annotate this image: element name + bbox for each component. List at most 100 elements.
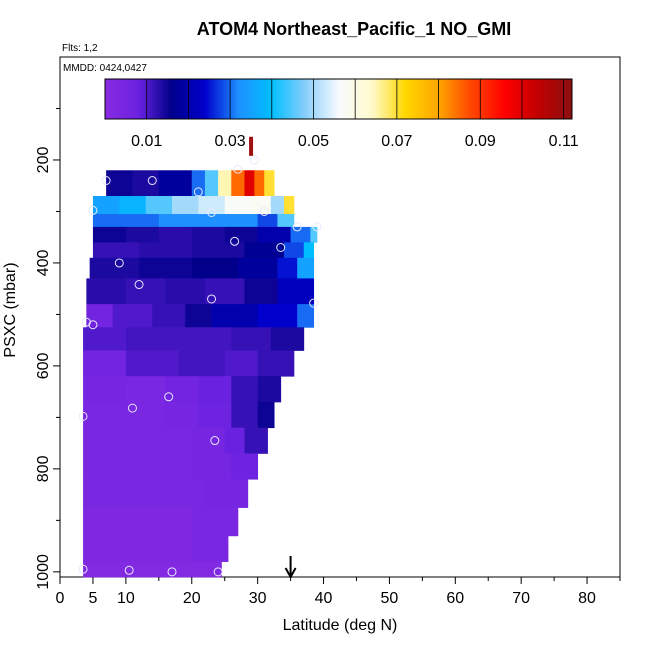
colorbar-strip [366,79,370,119]
colorbar-strip [200,79,204,119]
sample-point [276,243,286,252]
x-tick-label: 0 [56,590,65,607]
sample-point [114,258,124,268]
colorbar-strip [424,79,428,119]
colorbar-strip [408,79,412,119]
colorbar-strip [466,79,470,119]
colorbar-strip [126,79,129,119]
colorbar-strip [256,79,260,119]
colorbar-strip [242,79,246,119]
colorbar-strip [371,79,375,119]
sample-point [88,320,98,330]
x-tick-label: 80 [578,590,596,607]
heatmap-cell [106,170,133,197]
colorbar-strip [452,79,456,119]
heatmap-cell [165,278,206,305]
sample-points [78,155,322,577]
heatmap-cell [264,170,275,197]
colorbar-strip [114,79,118,119]
colorbar-strip [368,79,372,119]
sample-point [233,164,243,174]
heatmap-cell [303,242,315,259]
heatmap-cell [270,196,285,215]
colorbar-strip [448,79,452,119]
colorbar-strip [268,79,272,119]
colorbar-strip [219,79,223,119]
colorbar-strip [191,79,195,119]
colorbar-strip [562,79,566,119]
heatmap-cell [244,278,278,305]
colorbar-strip [130,79,134,119]
sample-point [193,187,203,197]
heatmap-cell [158,226,193,243]
heatmap-cell [83,479,153,508]
sample-point [207,207,217,217]
colorbar-strip [303,79,307,119]
colorbar-strip [443,79,447,119]
colorbar-strip [109,79,113,119]
colorbar-strip [441,79,445,119]
colorbar-tick-label: 0.03 [215,133,246,150]
heatmap-cell [125,376,166,403]
colorbar-strip [487,79,491,119]
heatmap-cell [191,507,239,537]
colorbar-strip [560,79,564,119]
chart-title: ATOM4 Northeast_Pacific_1 NO_GMI [197,19,511,39]
heatmap-cell [231,170,245,197]
colorbar-strip [333,79,337,119]
sample-point [210,436,220,446]
sample-point [78,411,88,421]
colorbar-strip [123,79,127,119]
heatmap-cell [198,376,232,403]
heatmap-cell [297,257,315,279]
colorbar-strip [287,79,290,119]
colorbar-strip [357,79,361,119]
heatmap-cell [224,427,245,454]
colorbar-strip [247,79,251,119]
heatmap-cell [92,226,127,243]
colorbar-strip [210,79,213,119]
colorbar-strip [392,79,396,119]
colorbar-strip [315,79,318,119]
colorbar-strip [480,79,484,119]
colorbar-strip [438,79,442,119]
heatmap-cell [257,401,275,429]
colorbar-tick-label: 0.05 [298,133,329,150]
colorbar-strip [165,79,169,119]
colorbar-strip [350,79,354,119]
sample-point [124,565,134,575]
heatmap-cell [224,214,259,228]
colorbar-frame [104,78,573,120]
colorbar-strip [483,79,487,119]
heatmap-cell [178,327,232,351]
colorbar-strip [338,79,342,119]
colorbar-tick-label: 0.09 [465,133,496,150]
heatmap-cell [254,170,265,197]
colorbar-strip [301,79,304,119]
heatmap-cell [83,427,140,454]
colorbar-strip [161,79,164,119]
heatmap-cell [139,257,193,279]
colorbar-strip [135,79,139,119]
colorbar-strip [305,79,309,119]
colorbar-strip [121,79,125,119]
colorbar: 0.01 0.03 0.05 0.07 0.09 0.11 [104,78,579,150]
x-tick-label: 60 [446,590,464,607]
colorbar-strip [555,79,559,119]
sample-point [167,567,177,577]
colorbar-strip [455,79,459,119]
colorbar-strip [541,79,545,119]
colorbar-strip [459,79,463,119]
heatmap-cell [152,479,206,508]
colorbar-strip [331,79,335,119]
heatmap-cell [191,242,245,259]
heatmap-cell [158,170,193,197]
colorbar-strip [214,79,218,119]
colorbar-strip [434,79,438,119]
colorbar-strip [163,79,167,119]
heatmap-cell [191,170,206,197]
x-tick-label: 40 [315,590,333,607]
colorbar-strip [511,79,515,119]
colorbar-strip [182,79,185,119]
colorbar-strip [317,79,321,119]
